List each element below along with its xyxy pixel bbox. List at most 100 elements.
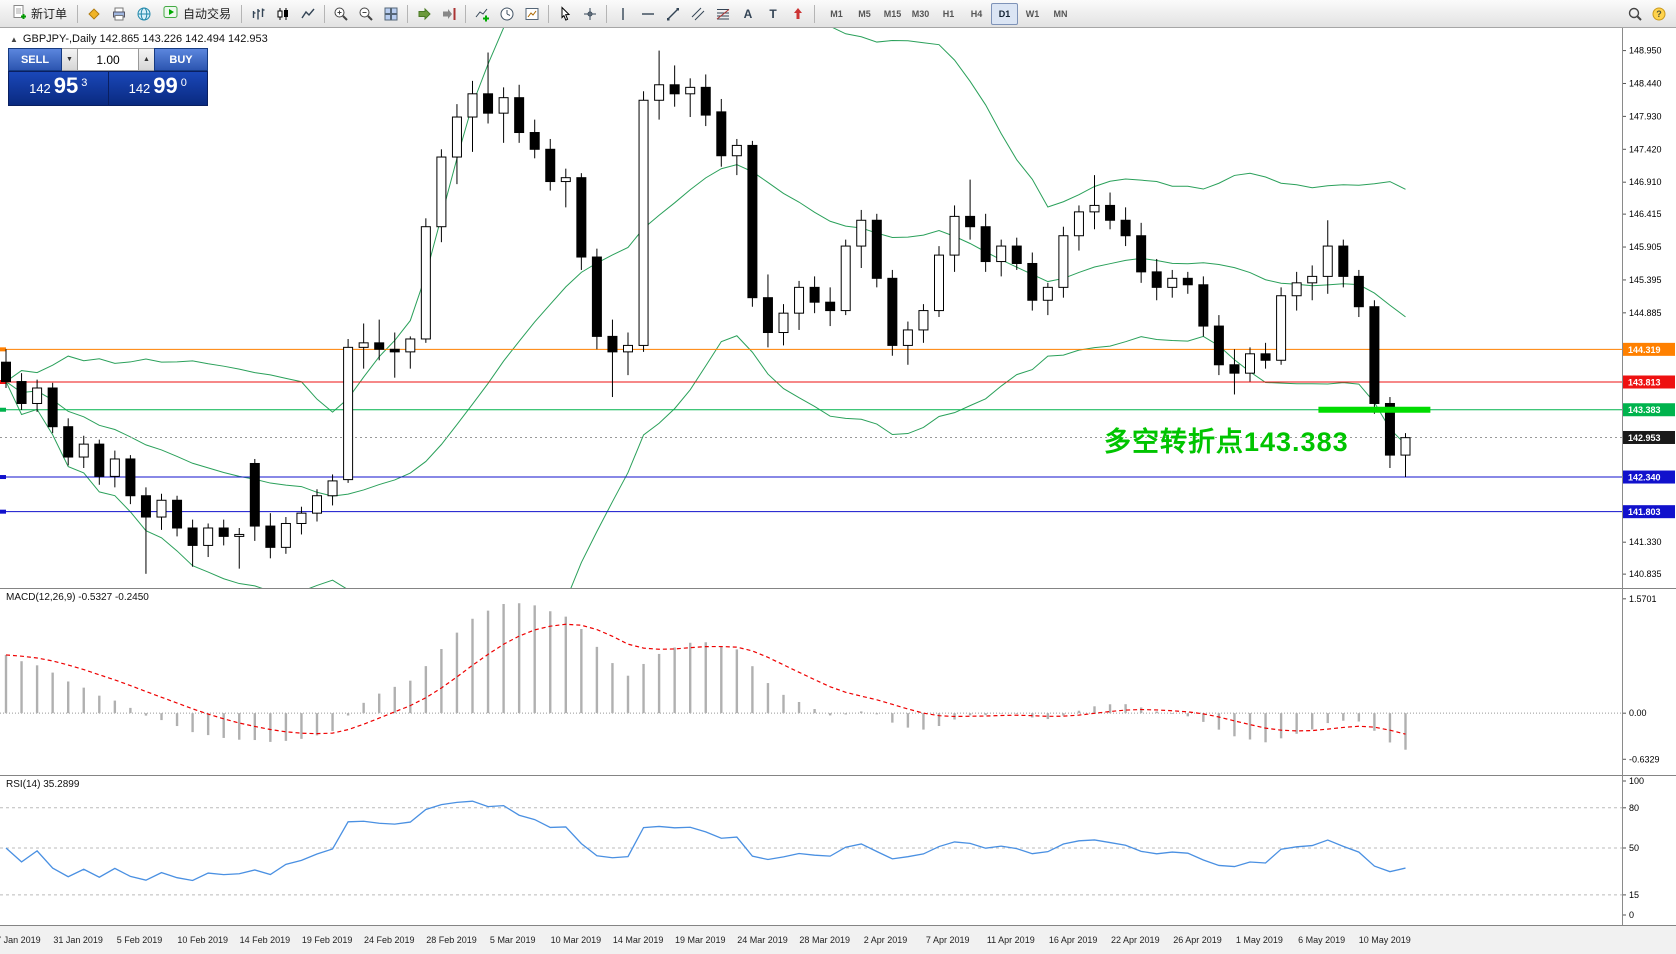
hline-anchor[interactable]	[0, 347, 6, 352]
rsi-axis[interactable]: 100 80 50 15 0	[1622, 776, 1644, 920]
date-label: 11 Apr 2019	[986, 935, 1035, 945]
community-icon[interactable]	[132, 3, 156, 25]
price-tag: 141.803	[1623, 505, 1675, 519]
bid-price[interactable]: 142 95 3	[9, 72, 109, 105]
cursor-icon[interactable]	[553, 3, 577, 25]
timeframe-w1-button[interactable]: W1	[1025, 8, 1040, 19]
line-chart-icon[interactable]	[296, 3, 320, 25]
chart-title: ▲ GBPJPY-,Daily 142.865 143.226 142.494 …	[10, 33, 268, 45]
price-tick: 146.910	[1629, 177, 1662, 187]
chart-annotation[interactable]: 多空转折点143.383	[1104, 427, 1349, 457]
autotrading-icon	[163, 4, 179, 23]
timeframe-m15-button[interactable]: M15	[883, 8, 902, 19]
price-axis[interactable]: 148.950 148.440 147.930 147.420 146.910 146.4…	[1622, 46, 1675, 580]
sell-button[interactable]: SELL	[8, 48, 62, 71]
channel-icon[interactable]	[686, 3, 710, 25]
buy-button[interactable]: BUY	[154, 48, 208, 71]
date-label: 14 Mar 2019	[612, 935, 664, 945]
timeframe-h4-button[interactable]: H4	[970, 8, 983, 19]
text-tool-icon[interactable]: A	[736, 3, 760, 25]
pane-separator[interactable]	[0, 775, 1676, 776]
price-tick: 145.395	[1629, 275, 1662, 285]
svg-text:142.340: 142.340	[1628, 473, 1661, 483]
main-chart-pane[interactable]: 148.950 148.440 147.930 147.420 146.910 146.4…	[0, 28, 1676, 588]
ask-price[interactable]: 142 99 0	[109, 72, 208, 105]
date-label: 7 Apr 2019	[925, 935, 970, 945]
zoom-in-icon[interactable]	[329, 3, 353, 25]
price-tag: 142.953	[1623, 430, 1675, 444]
macd-label: MACD(12,26,9) -0.5327 -0.2450	[6, 592, 149, 603]
indicators-icon[interactable]	[470, 3, 494, 25]
pane-separator[interactable]	[0, 588, 1676, 589]
autotrading-label: 自动交易	[183, 7, 232, 21]
arrows-tool-icon[interactable]	[786, 3, 810, 25]
toolbar-separator	[606, 4, 608, 23]
new-order-button[interactable]: 新订单	[5, 3, 73, 25]
timeframe-bar: M1 M5 M15 M30 H1 H4 D1 W1 MN	[823, 2, 1074, 25]
crosshair-icon[interactable]	[578, 3, 602, 25]
toolbar-separator	[465, 4, 467, 23]
periods-icon[interactable]	[495, 3, 519, 25]
timeframe-d1-button[interactable]: D1	[991, 2, 1019, 25]
vertical-line-icon[interactable]	[611, 3, 635, 25]
rsi-tick: 0	[1629, 910, 1634, 920]
price-tag: 143.383	[1623, 403, 1675, 417]
timeframe-mn-button[interactable]: MN	[1053, 8, 1068, 19]
help-icon[interactable]: ?	[1647, 3, 1671, 25]
toolbar-separator	[814, 4, 816, 23]
volume-increase-button[interactable]: ▲	[139, 48, 154, 71]
bollinger-upper-line	[5, 28, 1406, 413]
rsi-line	[5, 800, 1406, 882]
hline-anchor[interactable]	[0, 509, 6, 514]
rsi-label: RSI(14) 35.2899	[6, 779, 80, 790]
date-label: 5 Mar 2019	[489, 935, 536, 945]
bar-chart-icon[interactable]	[246, 3, 270, 25]
date-label: 10 Feb 2019	[177, 935, 228, 945]
price-tick: 147.420	[1629, 144, 1662, 154]
svg-text:142.953: 142.953	[1628, 433, 1661, 443]
date-axis[interactable]: 27 Jan 2019 31 Jan 2019 5 Feb 2019 10 Feb 2…	[0, 925, 1676, 954]
hline-anchor[interactable]	[0, 407, 6, 412]
templates-icon[interactable]	[520, 3, 544, 25]
print-icon[interactable]	[107, 3, 131, 25]
auto-scroll-icon[interactable]	[412, 3, 436, 25]
timeframe-m1-button[interactable]: M1	[830, 8, 843, 19]
volume-decrease-button[interactable]: ▼	[62, 48, 77, 71]
svg-text:143.813: 143.813	[1628, 378, 1661, 388]
date-label: 10 May 2019	[1358, 935, 1411, 945]
highlight-segment[interactable]	[1318, 406, 1431, 413]
date-label: 14 Feb 2019	[239, 935, 291, 945]
macd-tick: 0.00	[1629, 708, 1647, 718]
candlestick-chart-icon[interactable]	[271, 3, 295, 25]
one-click-toggle-icon[interactable]: ▲	[10, 34, 18, 44]
macd-pane[interactable]: 1.5701 0.00 -0.6329	[0, 588, 1676, 775]
zoom-out-icon[interactable]	[354, 3, 378, 25]
price-tick: 141.330	[1629, 537, 1662, 547]
timeframe-m30-button[interactable]: M30	[911, 8, 930, 19]
chart-shift-icon[interactable]	[437, 3, 461, 25]
bollinger-lower-line	[5, 335, 1406, 588]
macd-histogram	[4, 603, 1407, 750]
tile-windows-icon[interactable]	[379, 3, 403, 25]
autotrading-button[interactable]: 自动交易	[157, 3, 237, 25]
trendline-icon[interactable]	[661, 3, 685, 25]
timeframe-m5-button[interactable]: M5	[858, 8, 871, 19]
hline-anchor[interactable]	[0, 475, 6, 480]
metaquotes-icon[interactable]	[82, 3, 106, 25]
date-label: 28 Mar 2019	[799, 935, 850, 945]
rsi-tick: 100	[1629, 776, 1644, 786]
ask-main: 99	[153, 73, 178, 98]
toolbar: 新订单 自动交易 A T	[0, 0, 1676, 28]
rsi-pane[interactable]: 100 80 50 15 0	[0, 775, 1676, 925]
search-icon[interactable]	[1623, 3, 1647, 25]
one-click-trading-panel: SELL ▼ ▲ BUY 142 95 3 142 99 0	[8, 48, 208, 106]
date-label: 19 Feb 2019	[301, 935, 353, 945]
timeframe-h1-button[interactable]: H1	[942, 8, 955, 19]
horizontal-line-icon[interactable]	[636, 3, 660, 25]
label-tool-icon[interactable]: T	[761, 3, 785, 25]
new-order-icon	[11, 4, 27, 23]
macd-axis[interactable]: 1.5701 0.00 -0.6329	[1622, 594, 1660, 764]
fibonacci-icon[interactable]	[711, 3, 735, 25]
volume-input[interactable]	[77, 48, 139, 71]
toolbar-separator	[324, 4, 326, 23]
